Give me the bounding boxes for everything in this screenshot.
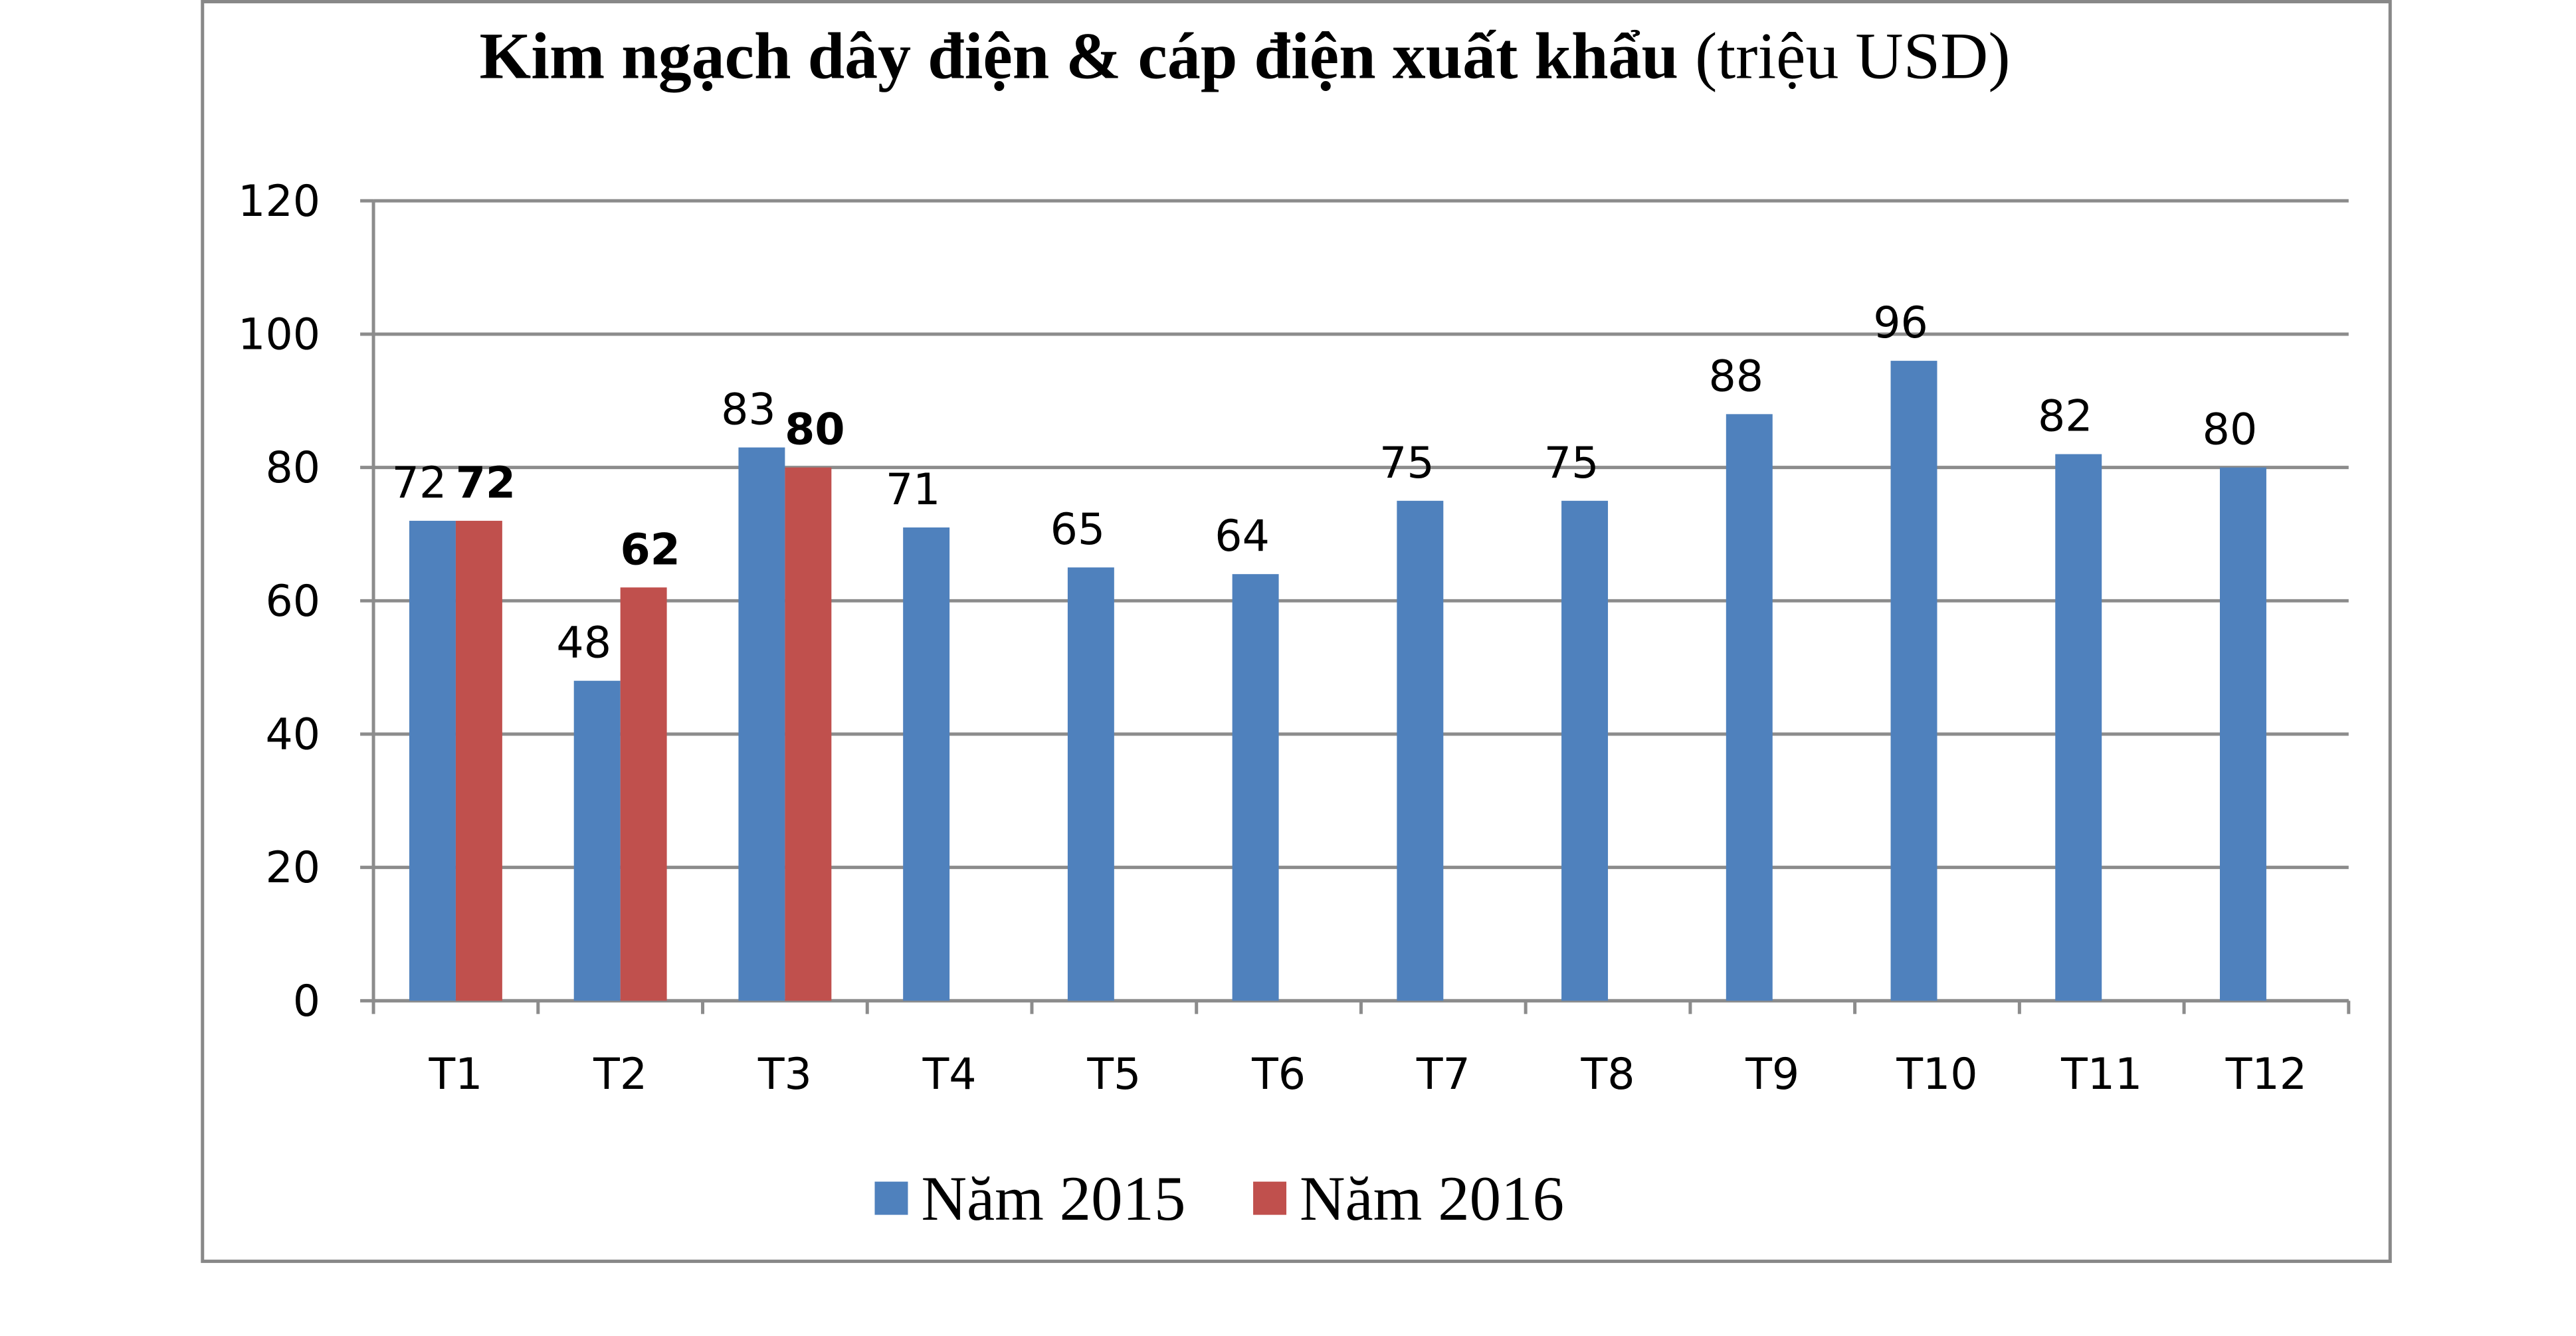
legend-swatch <box>1253 1181 1287 1215</box>
bar <box>1726 414 1773 1001</box>
data-label: 88 <box>1708 351 1763 401</box>
y-tick-label: 60 <box>265 577 320 626</box>
bar <box>1561 500 1609 1001</box>
chart-border <box>201 0 2392 1264</box>
y-tick-label: 20 <box>265 843 320 893</box>
bar <box>903 527 950 1001</box>
x-tick-label: T3 <box>757 1050 812 1099</box>
y-tick-label: 120 <box>238 177 320 227</box>
chart-title-block: Kim ngạch dây điện & cáp điện xuất khẩu … <box>415 17 2075 95</box>
bar <box>1067 567 1114 1001</box>
bar <box>1232 574 1279 1001</box>
data-label: 62 <box>620 525 680 575</box>
data-label: 72 <box>456 458 516 508</box>
x-tick-label: T8 <box>1581 1050 1635 1099</box>
data-label: 96 <box>1873 298 1928 348</box>
x-tick-label: T7 <box>1416 1050 1470 1099</box>
bar <box>1890 361 1937 1001</box>
x-tick-label: T9 <box>1745 1050 1799 1099</box>
bar <box>573 680 621 1001</box>
data-label: 83 <box>721 385 776 435</box>
bar <box>2055 454 2102 1001</box>
data-label: 82 <box>2038 392 2093 442</box>
data-label: 48 <box>556 619 611 668</box>
data-label: 72 <box>392 458 447 508</box>
x-tick-label: T10 <box>1896 1050 1977 1099</box>
y-tick-label: 40 <box>265 710 320 759</box>
data-label: 75 <box>1379 438 1435 488</box>
data-label: 80 <box>785 405 844 455</box>
data-label: 64 <box>1215 512 1270 561</box>
bar <box>2220 467 2266 1001</box>
legend-label: Năm 2016 <box>1300 1163 1564 1234</box>
bar <box>738 447 785 1001</box>
legend-swatch <box>874 1181 908 1215</box>
chart-title: Kim ngạch dây điện & cáp điện xuất khẩu <box>479 18 1679 93</box>
x-tick-label: T5 <box>1086 1050 1141 1099</box>
bar <box>409 520 456 1001</box>
x-tick-label: T4 <box>922 1050 977 1099</box>
bar <box>785 467 832 1001</box>
data-label: 71 <box>886 465 941 515</box>
x-tick-label: T6 <box>1251 1050 1306 1099</box>
x-tick-label: T11 <box>2060 1050 2142 1099</box>
bar <box>620 587 667 1001</box>
data-label: 65 <box>1050 505 1106 555</box>
data-label: 80 <box>2203 405 2258 455</box>
x-tick-label: T12 <box>2225 1050 2307 1099</box>
x-tick-label: T2 <box>593 1050 647 1099</box>
x-tick-label: T1 <box>428 1050 482 1099</box>
y-tick-label: 100 <box>238 310 320 359</box>
bar <box>455 520 502 1001</box>
y-tick-label: 0 <box>293 977 320 1026</box>
legend-label: Năm 2015 <box>921 1163 1185 1234</box>
chart-title-unit: (triệu USD) <box>1695 18 2011 93</box>
y-tick-label: 80 <box>265 443 320 493</box>
bar <box>1397 500 1444 1001</box>
data-label: 75 <box>1544 438 1599 488</box>
